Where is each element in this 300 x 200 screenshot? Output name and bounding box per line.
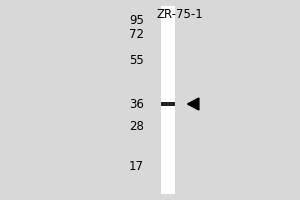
- Bar: [161, 6, 175, 194]
- Text: 55: 55: [129, 53, 144, 66]
- Bar: [161, 102, 175, 106]
- Text: 17: 17: [129, 160, 144, 172]
- Text: 95: 95: [129, 14, 144, 26]
- Text: ZR-75-1: ZR-75-1: [157, 8, 203, 21]
- Text: 28: 28: [129, 119, 144, 132]
- Text: 36: 36: [129, 98, 144, 110]
- Text: 72: 72: [129, 27, 144, 40]
- Polygon shape: [188, 98, 199, 110]
